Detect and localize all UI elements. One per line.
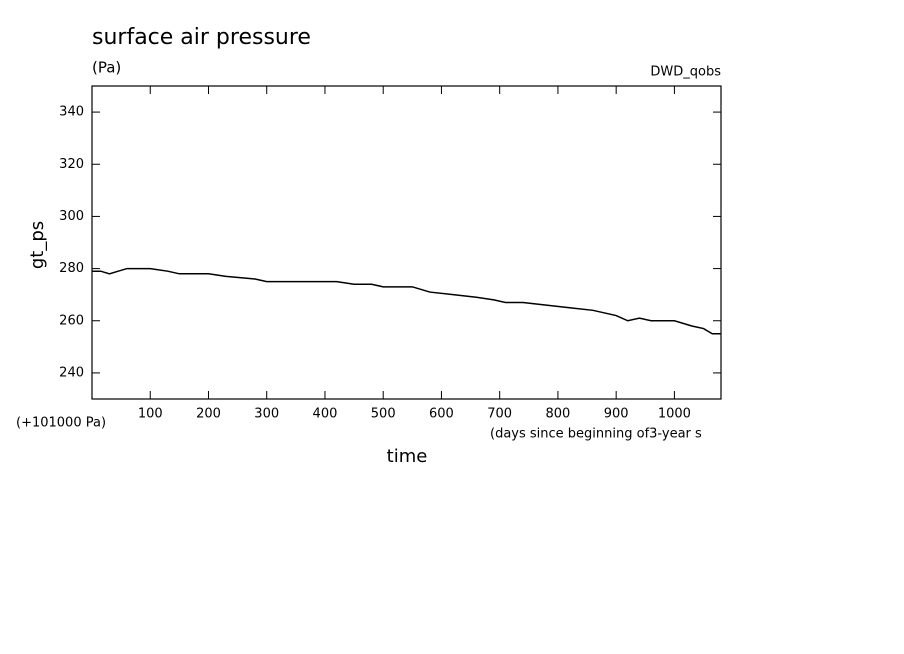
x-tick-label: 600 — [429, 407, 454, 422]
y-tick-label: 280 — [59, 261, 84, 276]
x-tick-label: 100 — [138, 407, 163, 422]
x-tick-label: 300 — [254, 407, 279, 422]
data-line — [92, 267, 721, 335]
y-tick-label: 320 — [59, 157, 84, 172]
y-axis-label: gt_ps — [27, 221, 48, 269]
y-tick-label: 300 — [59, 209, 84, 224]
y-tick-label: 240 — [59, 365, 84, 380]
x-axis-label: time — [387, 446, 428, 467]
subtitle: (Pa) — [92, 59, 121, 77]
y-tick-label: 340 — [59, 105, 84, 120]
x-tick-label: 900 — [604, 407, 629, 422]
offset-note: (+101000 Pa) — [16, 416, 106, 431]
x-tick-label: 400 — [313, 407, 338, 422]
y-tick-label: 260 — [59, 313, 84, 328]
x-tick-label: 800 — [546, 407, 571, 422]
x-tick-label: 500 — [371, 407, 396, 422]
chart-title: surface air pressure — [92, 25, 311, 50]
source-label: DWD_qobs — [650, 65, 721, 80]
x-tick-label: 1000 — [658, 407, 691, 422]
x-tick-label: 200 — [196, 407, 221, 422]
x-tick-label: 700 — [487, 407, 512, 422]
plot-frame — [91, 85, 722, 400]
x-note: (days since beginning of3-year s — [490, 427, 702, 442]
